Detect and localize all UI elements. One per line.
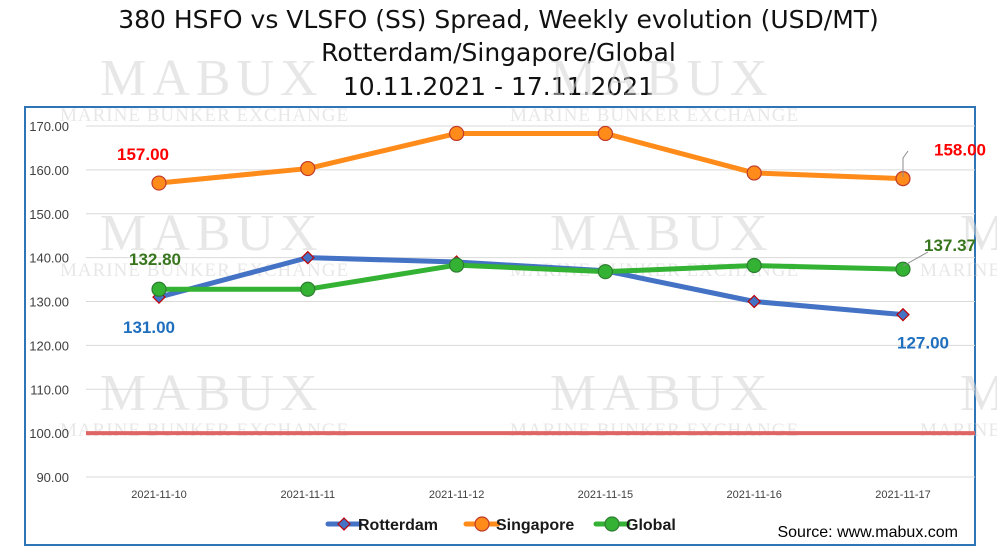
y-tick-label: 150.00: [29, 207, 69, 222]
x-tick-label: 2021-11-15: [578, 489, 633, 501]
y-tick-label: 130.00: [29, 295, 69, 310]
y-tick-label: 160.00: [29, 163, 69, 178]
x-axis-ticks: 2021-11-10 2021-11-11 2021-11-12 2021-11-15…: [131, 489, 930, 501]
x-tick-label: 2021-11-12: [429, 489, 484, 501]
data-label-leader: [902, 150, 909, 177]
chart-title: 380 HSFO vs VLSFO (SS) Spread, Weekly ev…: [118, 5, 879, 34]
watermark-tagline: MARINE BUNKER EXCHANGE: [60, 420, 349, 441]
x-tick-label: 2021-11-17: [875, 489, 930, 501]
watermark-logo: MABUX: [960, 205, 997, 262]
data-point-singapore: [151, 175, 167, 191]
data-point-global: [300, 281, 316, 297]
watermark-logo: MABUX: [960, 365, 997, 422]
data-point-rotterdam: [896, 307, 910, 322]
chart-frame: [24, 106, 976, 546]
data-label: 158.00: [934, 141, 986, 160]
data-labels: 157.00 158.00 132.80 137.37 131.00 127.00: [117, 141, 986, 353]
watermark-tagline: MARINE BUNKER EXCHANGE: [920, 260, 997, 281]
legend-label-global: Global: [626, 517, 676, 534]
watermark-logo: MABUX: [100, 50, 324, 107]
data-label: 132.80: [129, 250, 181, 269]
y-tick-label: 120.00: [29, 338, 69, 353]
data-label: 131.00: [123, 318, 175, 337]
y-tick-label: 110.00: [30, 382, 69, 397]
series-markers: [151, 125, 911, 322]
y-axis-ticks: 90.00 100.00 110.00 120.00 130.00 140.00 150.0…: [29, 119, 69, 485]
data-label: 127.00: [897, 334, 949, 353]
series-line-singapore: [156, 130, 906, 186]
legend-label-singapore: Singapore: [496, 517, 574, 534]
legend: Rotterdam Singapore Global: [325, 516, 676, 534]
watermark-logo: MABUX: [550, 365, 774, 422]
data-label: 137.37: [924, 236, 976, 255]
watermark-tagline: MARINE BUNKER EXCHANGE: [510, 420, 799, 441]
data-label: 157.00: [117, 145, 169, 164]
series-line-global: [156, 262, 906, 292]
watermark-tagline: MARINE BUNKER EXCHANGE: [60, 105, 349, 126]
series-lines: [156, 130, 906, 318]
data-point-global: [449, 257, 465, 273]
legend-marker: [604, 516, 620, 532]
y-tick-label: 140.00: [29, 251, 69, 266]
source-note: Source: www.mabux.com: [777, 524, 958, 541]
watermark-logo: MABUX: [100, 205, 324, 262]
y-tick-label: 90.00: [36, 470, 69, 485]
watermark-tagline: MARINE BUNKER EXCHANGE: [60, 260, 349, 281]
y-tick-label: 100.00: [29, 426, 69, 441]
watermark-tagline: MARINE BUNKER EXCHANGE: [510, 105, 799, 126]
watermark-logo: MABUX: [550, 50, 774, 107]
data-point-singapore: [300, 160, 316, 177]
data-label-leader: [902, 251, 929, 267]
data-point-rotterdam: [300, 250, 315, 265]
legend-marker: [474, 516, 490, 532]
chart-date-range: 10.11.2021 - 17.11.2021: [342, 72, 655, 101]
x-tick-label: 2021-11-16: [726, 489, 781, 501]
chart-subtitle: Rotterdam/Singapore/Global: [321, 38, 676, 67]
legend-label-rotterdam: Rotterdam: [358, 517, 438, 534]
watermark-logo: MABUX: [100, 365, 324, 422]
data-point-global: [597, 264, 614, 280]
data-point-rotterdam: [747, 294, 762, 309]
data-point-global: [746, 257, 762, 274]
watermark-logo: MABUX: [550, 205, 774, 262]
data-point-singapore: [597, 125, 614, 142]
legend-marker: [337, 517, 351, 531]
data-point-singapore: [449, 125, 465, 142]
x-tick-label: 2021-11-11: [280, 489, 335, 501]
data-point-global: [895, 261, 911, 277]
data-point-singapore: [746, 165, 762, 181]
x-tick-label: 2021-11-10: [131, 489, 186, 501]
watermark-tagline: MARINE BUNKER EXCHANGE: [920, 420, 997, 441]
y-tick-label: 170.00: [29, 119, 69, 134]
data-point-global: [151, 281, 167, 297]
